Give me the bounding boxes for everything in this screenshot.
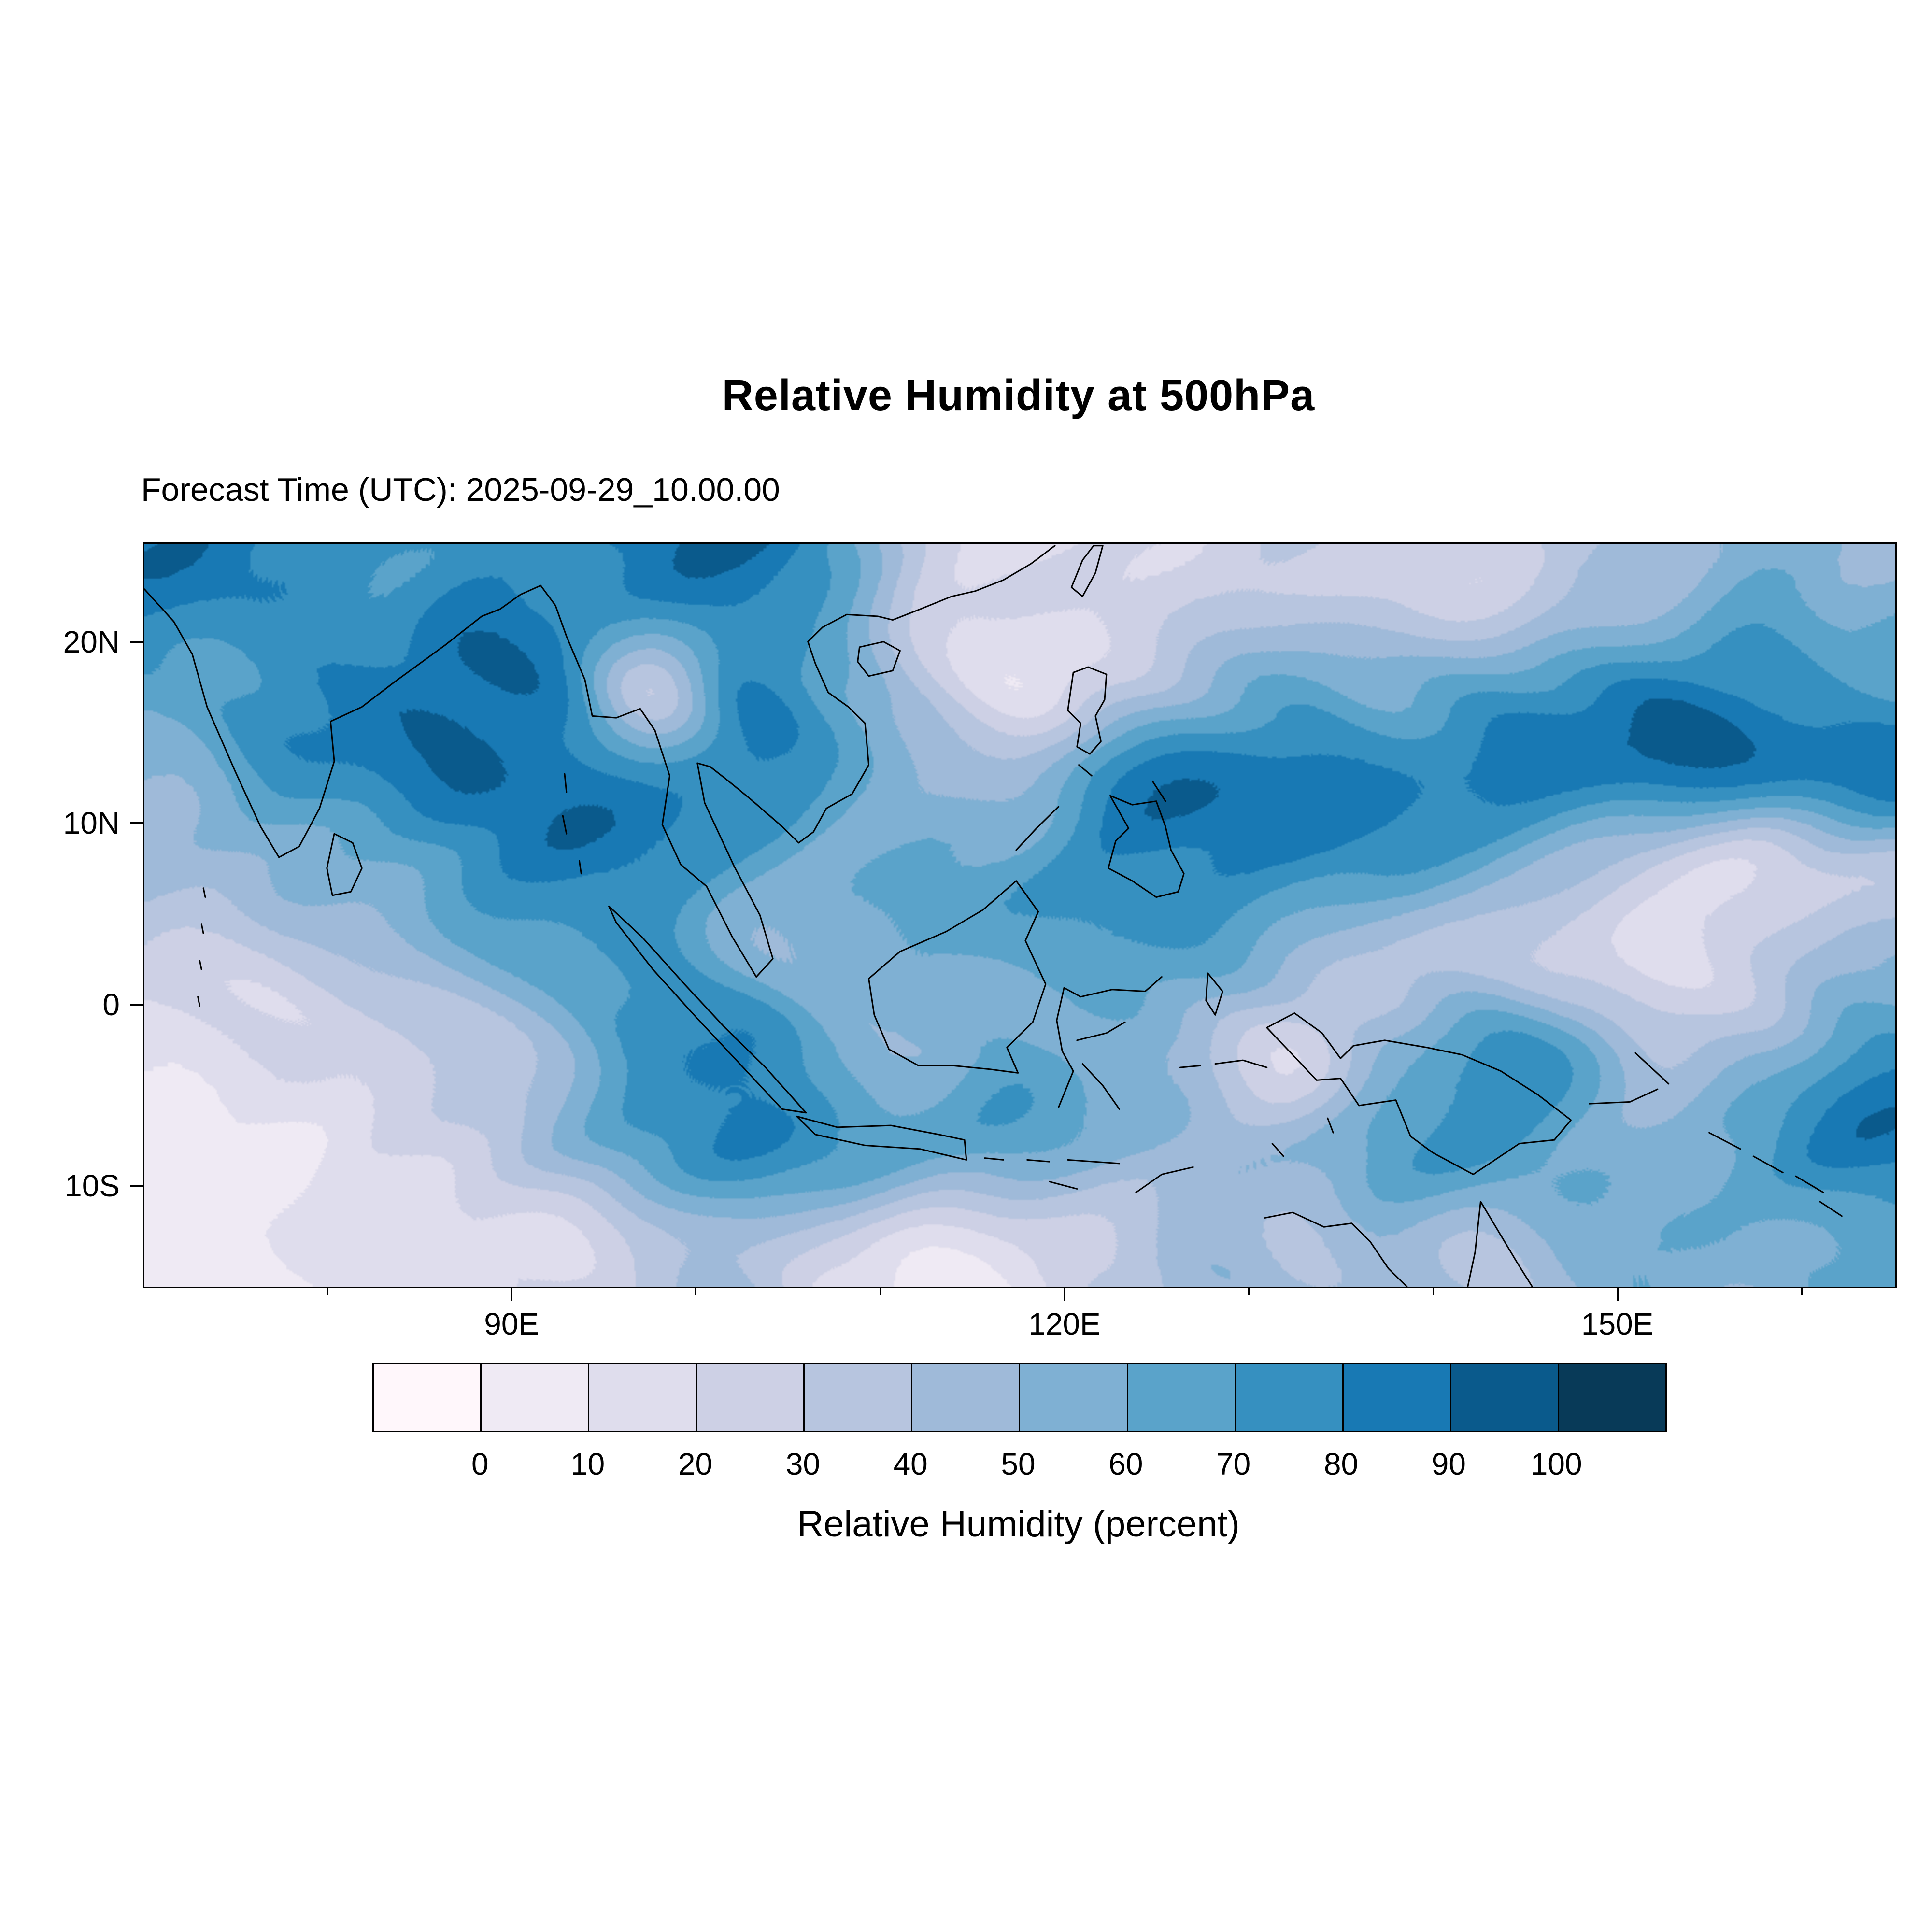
colorbar-title: Relative Humidity (percent) <box>797 1504 1240 1545</box>
humidity-field-canvas <box>144 544 1895 1287</box>
coastline-halmahera <box>1206 973 1222 1015</box>
coastlines-svg <box>144 544 1895 1287</box>
colorbar-tick-label: 90 <box>1431 1447 1466 1481</box>
colorbar-segment <box>588 1364 696 1431</box>
y-axis-tick-label: 0 <box>102 987 120 1022</box>
coastline-asia-mainland <box>144 546 1055 977</box>
y-axis-tick <box>130 1003 143 1006</box>
colorbar-tick-label: 70 <box>1216 1447 1251 1481</box>
coastline-maldives <box>198 888 205 1006</box>
colorbar-tick-label: 80 <box>1323 1447 1359 1481</box>
coastline-sulawesi <box>1057 977 1162 1109</box>
colorbar-segment <box>911 1364 1019 1431</box>
x-axis-tick <box>511 1288 513 1301</box>
colorbar-segment <box>696 1364 804 1431</box>
coastline-bismarck <box>1590 1053 1669 1104</box>
map-plot <box>143 542 1897 1288</box>
colorbar-tick-label: 20 <box>678 1447 713 1481</box>
colorbar <box>372 1363 1667 1432</box>
colorbar-tick-label: 30 <box>785 1447 820 1481</box>
colorbar-segment <box>374 1364 481 1431</box>
colorbar-segment <box>1234 1364 1342 1431</box>
x-axis-minor-tick <box>695 1288 697 1295</box>
y-axis-tick-label: 10S <box>65 1168 120 1203</box>
x-axis-tick <box>1063 1288 1065 1301</box>
x-axis-tick <box>1616 1288 1619 1301</box>
x-axis-tick-label: 120E <box>1028 1307 1101 1341</box>
colorbar-tick-label: 60 <box>1108 1447 1143 1481</box>
x-axis-tick-label: 150E <box>1581 1307 1654 1341</box>
colorbar-tick-label: 10 <box>570 1447 605 1481</box>
colorbar-tick-label: 0 <box>471 1447 489 1481</box>
x-axis-tick-label: 90E <box>484 1307 540 1341</box>
colorbar-tick-label: 100 <box>1530 1447 1582 1481</box>
y-axis-tick-label: 20N <box>63 625 120 660</box>
coastline-hainan <box>858 642 900 676</box>
x-axis-minor-tick <box>1801 1288 1803 1295</box>
coastline-australia-north <box>1265 1202 1532 1287</box>
colorbar-segment <box>1126 1364 1235 1431</box>
colorbar-segment <box>480 1364 588 1431</box>
colorbar-segment <box>803 1364 911 1431</box>
coastline-new-guinea <box>1267 1013 1571 1175</box>
colorbar-segment <box>1449 1364 1558 1431</box>
y-axis-tick <box>130 1184 143 1187</box>
coastline-solomons <box>1709 1133 1842 1216</box>
coastline-seram-buru <box>1180 1060 1333 1156</box>
x-axis-minor-tick <box>1248 1288 1250 1295</box>
colorbar-tick-label: 40 <box>893 1447 928 1481</box>
colorbar-segment <box>1342 1364 1450 1431</box>
x-axis-minor-tick <box>1432 1288 1434 1295</box>
coastline-java <box>797 1116 966 1160</box>
y-axis-tick-label: 10N <box>63 806 120 841</box>
forecast-time-label: Forecast Time (UTC): 2025-09-29_10.00.00 <box>141 471 780 508</box>
x-axis-minor-tick <box>327 1288 328 1295</box>
coastline-sri-lanka <box>327 834 362 895</box>
colorbar-segment <box>1019 1364 1127 1431</box>
colorbar-segment <box>1557 1364 1665 1431</box>
x-axis-minor-tick <box>879 1288 881 1295</box>
y-axis-tick <box>130 822 143 824</box>
coastline-borneo <box>869 881 1046 1073</box>
coastline-luzon <box>1068 667 1107 754</box>
coastline-andaman-nicobar <box>563 774 581 873</box>
coastline-visayas-mindanao <box>1108 796 1184 897</box>
figure-title: Relative Humidity at 500hPa <box>722 371 1315 420</box>
coastline-palawan <box>1016 765 1165 850</box>
colorbar-tick-label: 50 <box>1001 1447 1036 1481</box>
y-axis-tick <box>130 641 143 643</box>
coastline-taiwan <box>1071 546 1103 597</box>
coastline-sumatra <box>609 906 806 1113</box>
colorbar-tick-labels: 0 10 20 30 40 50 60 70 80 90 100 <box>372 1447 1664 1485</box>
coastline-lesser-sundas <box>985 1158 1193 1193</box>
